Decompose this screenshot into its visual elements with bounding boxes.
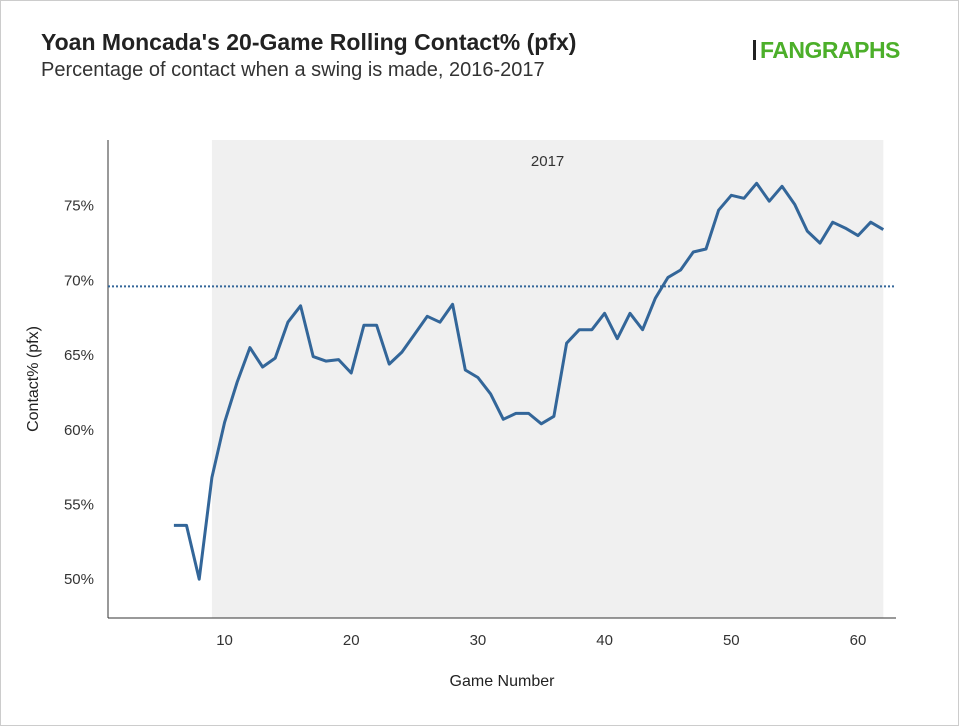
x-tick-label: 40: [596, 632, 613, 649]
x-tick-label: 50: [723, 632, 740, 649]
y-tick-label: 50%: [64, 571, 94, 588]
season-band: [211, 140, 884, 618]
y-tick-label: 70%: [64, 272, 94, 289]
y-tick-label: 60%: [64, 422, 94, 439]
y-axis-label: Contact% (pfx): [25, 326, 42, 432]
logo-bar-icon: [753, 40, 756, 60]
x-tick-label: 20: [343, 632, 360, 649]
chart-subtitle: Percentage of contact when a swing is ma…: [41, 59, 545, 81]
chart-title: Yoan Moncada's 20-Game Rolling Contact% …: [41, 29, 577, 55]
x-tick-label: 60: [850, 632, 867, 649]
x-tick-label: 30: [470, 632, 487, 649]
logo-text: FANGRAPHS: [760, 37, 900, 63]
season-label: 2017: [531, 153, 564, 170]
x-axis-label: Game Number: [450, 673, 556, 690]
x-tick-label: 10: [216, 632, 233, 649]
fangraphs-logo: FANGRAPHS: [753, 37, 900, 64]
y-tick-label: 55%: [64, 496, 94, 513]
y-tick-label: 65%: [64, 347, 94, 364]
y-tick-label: 75%: [64, 198, 94, 215]
